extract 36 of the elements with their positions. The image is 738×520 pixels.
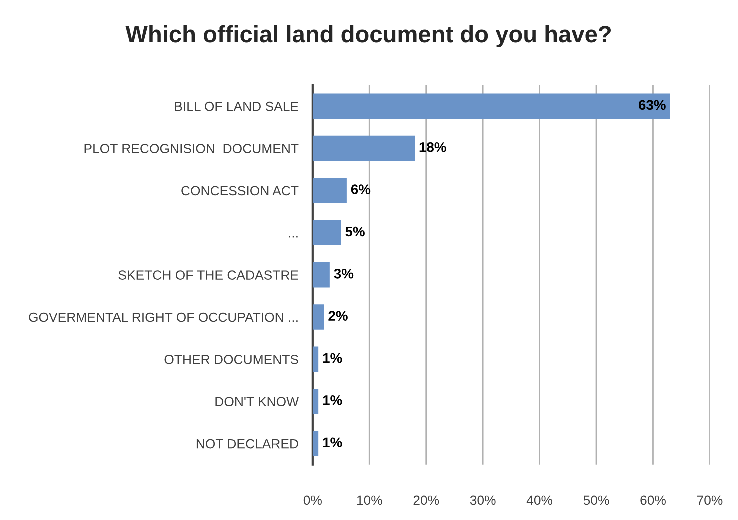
x-tick-label: 40%	[526, 496, 553, 506]
y-tick-label: CONCESSION ACT	[182, 186, 299, 196]
bar	[312, 388, 319, 414]
y-tick-label: GOVERMENTAL RIGHT OF OCCUPATION ...	[29, 312, 298, 322]
data-label: 6%	[351, 184, 371, 194]
x-tick-label: 10%	[357, 496, 382, 506]
y-tick-label: DON'T KNOW	[216, 397, 299, 407]
x-tick-label: 50%	[584, 496, 610, 506]
y-tick-label: BILL OF LAND SALE	[175, 102, 298, 112]
x-tick-label: 70%	[697, 496, 723, 506]
y-tick-label: ...	[289, 236, 298, 238]
bar	[312, 431, 319, 456]
x-tick-label: 60%	[640, 496, 666, 506]
data-label: 1%	[323, 396, 342, 406]
bar	[312, 136, 416, 162]
data-label: 3%	[334, 268, 354, 279]
y-tick-label: NOT DECLARED	[196, 439, 298, 449]
x-tick-label: 0%	[304, 496, 322, 506]
bar	[312, 94, 670, 120]
bar	[312, 304, 324, 330]
chart-title: Which official land document do you have?	[126, 25, 611, 48]
x-tick-label: 30%	[470, 496, 496, 506]
data-label: 1%	[323, 353, 342, 364]
bar	[312, 220, 342, 246]
x-tick-label: 20%	[414, 496, 440, 506]
bar	[312, 178, 347, 204]
data-label: 63%	[638, 100, 666, 110]
y-tick-label: SKETCH OF THE CADASTRE	[118, 270, 298, 280]
data-label: 1%	[323, 438, 342, 448]
data-label: 2%	[328, 311, 348, 321]
bar	[312, 262, 330, 288]
bar	[312, 346, 319, 372]
data-label: 5%	[346, 226, 365, 237]
y-tick-label: PLOT RECOGNISION DOCUMENT	[84, 144, 299, 154]
y-tick-label: OTHER DOCUMENTS	[164, 355, 298, 364]
data-label: 18%	[420, 142, 446, 152]
